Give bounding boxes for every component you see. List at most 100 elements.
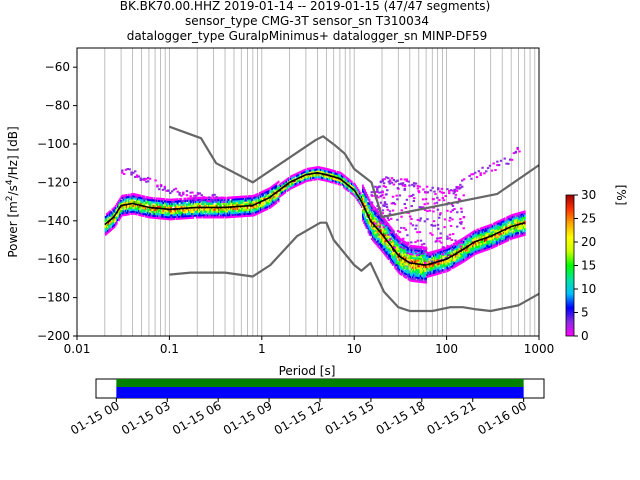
psd-cell — [346, 177, 349, 180]
psd-cell — [113, 212, 116, 215]
psd-cell — [438, 268, 441, 271]
psd-cell — [254, 213, 257, 216]
psd-cell — [391, 232, 394, 236]
psd-cell — [112, 209, 115, 212]
psd-cell — [387, 234, 390, 238]
psd-cell — [428, 274, 431, 278]
psd-cell — [168, 198, 170, 202]
psd-cell — [253, 202, 256, 205]
psd-cell — [377, 212, 380, 216]
psd-cell — [221, 210, 223, 213]
psd-cell — [235, 211, 238, 214]
psd-cell — [350, 182, 353, 186]
psd-cell — [158, 203, 160, 206]
psd-cell — [183, 197, 186, 201]
psd-cell — [476, 228, 478, 232]
psd-cell — [370, 233, 373, 237]
psd-cell — [275, 188, 278, 191]
psd-cell — [374, 212, 376, 216]
psd-cell — [377, 245, 380, 248]
psd-cell — [418, 274, 421, 278]
psd-cell — [406, 248, 409, 251]
psd-cell — [508, 232, 511, 236]
psd-cell — [406, 246, 409, 249]
psd-cell — [146, 200, 149, 203]
psd-cell — [162, 201, 165, 205]
psd-cell — [424, 256, 426, 259]
psd-cell — [335, 174, 338, 177]
psd-cell — [173, 209, 176, 213]
psd-cell — [419, 278, 422, 282]
psd-cell — [510, 158, 514, 161]
psd-cell — [516, 231, 518, 235]
psd-cell — [289, 179, 292, 182]
psd-cell — [107, 227, 109, 230]
psd-cell — [455, 264, 457, 268]
psd-cell — [257, 211, 260, 215]
psd-cell — [475, 238, 477, 242]
psd-cell — [199, 210, 201, 213]
psd-cell — [424, 275, 426, 278]
psd-cell — [377, 233, 380, 237]
psd-cell — [384, 218, 386, 222]
psd-cell — [207, 212, 210, 215]
psd-cell — [374, 235, 376, 239]
psd-cell — [447, 246, 450, 249]
psd-cell — [418, 231, 422, 234]
psd-cell — [424, 265, 426, 269]
psd-cell — [221, 202, 223, 205]
psd-cell — [424, 269, 426, 272]
psd-cell — [170, 206, 172, 209]
psd-cell — [265, 206, 268, 209]
psd-cell — [401, 182, 405, 185]
psd-cell — [373, 234, 375, 237]
psd-cell — [149, 210, 151, 213]
psd-cell — [430, 266, 433, 269]
psd-cell — [183, 203, 186, 206]
psd-cell — [425, 252, 427, 255]
psd-cell — [378, 227, 381, 230]
psd-cell — [410, 250, 413, 254]
psd-cell — [433, 202, 436, 205]
psd-cell — [374, 237, 376, 241]
availability-tick-label: 01-15 03 — [119, 398, 173, 437]
psd-cell — [423, 250, 425, 253]
psd-cell — [425, 279, 427, 282]
psd-cell — [166, 202, 169, 205]
psd-cell — [470, 235, 473, 239]
psd-cell — [391, 244, 394, 247]
psd-cell — [427, 255, 430, 259]
psd-cell — [389, 252, 392, 256]
psd-cell — [509, 224, 512, 227]
psd-cell — [377, 224, 380, 227]
psd-cell — [482, 241, 485, 245]
psd-cell — [423, 208, 427, 211]
psd-cell — [192, 216, 195, 219]
psd-cell — [416, 260, 419, 264]
psd-cell — [287, 177, 290, 180]
psd-cell — [394, 235, 396, 239]
psd-cell — [129, 195, 131, 198]
psd-cell — [426, 260, 429, 263]
psd-cell — [478, 243, 481, 246]
psd-cell — [411, 275, 414, 279]
psd-cell — [502, 217, 505, 221]
psd-cell — [224, 216, 227, 219]
psd-cell — [428, 257, 431, 260]
psd-cell — [265, 190, 268, 194]
psd-cell — [420, 251, 423, 255]
psd-cell — [436, 251, 439, 254]
psd-cell — [509, 234, 512, 237]
psd-cell — [139, 194, 141, 197]
psd-cell — [445, 262, 447, 265]
psd-cell — [220, 212, 222, 215]
psd-cell — [512, 215, 515, 218]
psd-cell — [512, 227, 515, 230]
psd-cell — [522, 218, 525, 221]
psd-cell — [297, 179, 300, 182]
psd-cell — [386, 246, 389, 250]
psd-cell — [203, 214, 206, 217]
psd-cell — [313, 178, 315, 181]
psd-cell — [373, 221, 375, 224]
psd-cell — [156, 205, 159, 208]
